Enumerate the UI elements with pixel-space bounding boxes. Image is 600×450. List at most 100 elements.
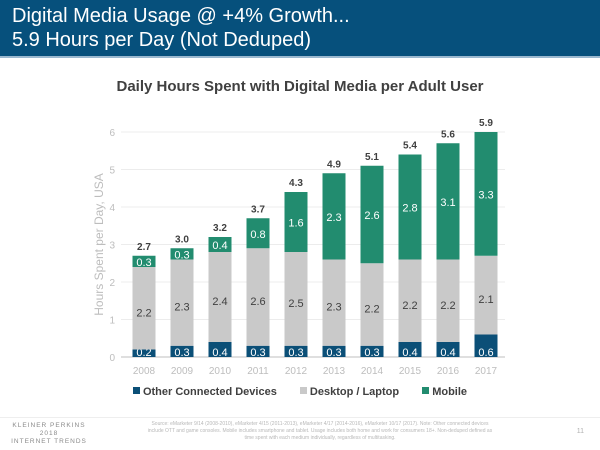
data-label-mobile: 2.3 xyxy=(326,212,341,224)
data-label-mobile: 1.6 xyxy=(288,218,303,230)
data-label-desktop: 2.1 xyxy=(478,294,493,306)
bar-segment-other xyxy=(322,345,346,357)
bar-segment-desktop xyxy=(436,259,460,342)
bar-segment-mobile xyxy=(436,143,460,260)
brand-logo: KLEINER PERKINS 2018 INTERNET TRENDS xyxy=(4,422,94,446)
data-label-other: 0.3 xyxy=(174,347,189,359)
data-label-mobile: 2.8 xyxy=(402,203,417,215)
legend-item-desktop: Desktop / Laptop xyxy=(299,386,400,398)
total-label: 5.1 xyxy=(365,152,379,163)
total-label: 3.2 xyxy=(213,223,227,234)
total-label: 5.4 xyxy=(403,141,417,152)
x-tick-label: 2011 xyxy=(247,366,269,377)
data-label-mobile: 3.1 xyxy=(440,197,455,209)
y-tick-label: 3 xyxy=(109,241,115,252)
bar-segment-desktop xyxy=(474,255,498,335)
bar-segment-mobile xyxy=(398,154,422,260)
footer-divider xyxy=(0,417,600,418)
brand-line-3: INTERNET TRENDS xyxy=(11,438,87,445)
bar-segment-desktop xyxy=(322,259,346,346)
total-label: 4.9 xyxy=(327,159,341,170)
data-label-other: 0.2 xyxy=(136,347,151,359)
bar-segment-mobile xyxy=(132,255,156,267)
bar-segment-other xyxy=(436,342,460,357)
y-tick-label: 6 xyxy=(109,128,115,139)
x-tick-label: 2013 xyxy=(323,366,346,377)
bar-segment-mobile xyxy=(246,218,270,249)
bar-segment-mobile xyxy=(170,248,194,260)
data-label-mobile: 0.3 xyxy=(136,257,151,269)
data-label-mobile: 0.8 xyxy=(250,229,265,241)
data-label-other: 0.4 xyxy=(212,347,227,359)
bar-segment-mobile xyxy=(360,165,384,264)
bar-segment-other xyxy=(398,342,422,357)
data-label-other: 0.6 xyxy=(478,347,493,359)
x-tick-label: 2010 xyxy=(209,366,232,377)
legend-label-other: Other Connected Devices xyxy=(142,386,277,398)
bar-segment-other xyxy=(474,334,498,357)
total-label: 3.0 xyxy=(175,234,189,245)
data-label-mobile: 3.3 xyxy=(478,189,493,201)
x-tick-label: 2015 xyxy=(399,366,422,377)
x-tick-label: 2014 xyxy=(361,366,384,377)
x-tick-label: 2017 xyxy=(475,366,498,377)
chart-title: Daily Hours Spent with Digital Media per… xyxy=(116,78,484,95)
legend-label-desktop: Desktop / Laptop xyxy=(309,386,400,398)
data-label-other: 0.4 xyxy=(402,347,417,359)
bar-segment-desktop xyxy=(284,252,308,346)
slide-title-line-1: Digital Media Usage @ +4% Growth... xyxy=(12,5,350,27)
bar-segment-desktop xyxy=(170,259,194,346)
brand-line-1: KLEINER PERKINS xyxy=(12,422,86,429)
total-label: 4.3 xyxy=(289,178,303,189)
page-number: 11 xyxy=(576,428,584,435)
legend-swatch-other xyxy=(132,387,140,394)
data-label-mobile: 2.6 xyxy=(364,210,379,222)
bar-segment-desktop xyxy=(398,259,422,342)
total-label: 5.9 xyxy=(479,118,493,129)
data-label-other: 0.3 xyxy=(288,347,303,359)
total-label: 3.7 xyxy=(251,204,265,215)
legend-swatch-desktop xyxy=(299,387,307,394)
bar-segment-desktop xyxy=(208,252,232,342)
bar-segment-mobile xyxy=(322,173,346,260)
bar-segment-mobile xyxy=(474,132,498,256)
legend-item-other: Other Connected Devices xyxy=(132,386,277,398)
y-tick-label: 4 xyxy=(109,203,115,214)
data-label-desktop: 2.3 xyxy=(326,302,341,314)
chart-legend: Other Connected Devices Desktop / Laptop… xyxy=(0,386,600,398)
x-tick-label: 2016 xyxy=(437,366,460,377)
total-label: 2.7 xyxy=(137,242,151,253)
brand-line-2: 2018 xyxy=(39,430,59,437)
data-label-other: 0.3 xyxy=(364,347,379,359)
bar-segment-other xyxy=(132,349,156,357)
bar-segment-other xyxy=(208,342,232,357)
legend-label-mobile: Mobile xyxy=(432,386,468,398)
bar-segment-other xyxy=(360,345,384,357)
data-label-mobile: 0.3 xyxy=(174,249,189,261)
data-label-desktop: 2.3 xyxy=(174,302,189,314)
x-tick-label: 2009 xyxy=(171,366,194,377)
bar-segment-other xyxy=(284,345,308,357)
bar-segment-desktop xyxy=(360,263,384,346)
legend-item-mobile: Mobile xyxy=(422,386,467,398)
bar-segment-desktop xyxy=(132,267,156,350)
y-tick-label: 5 xyxy=(109,166,115,177)
bar-segment-other xyxy=(170,345,194,357)
data-label-desktop: 2.2 xyxy=(136,307,151,319)
data-label-other: 0.4 xyxy=(440,347,455,359)
data-label-desktop: 2.6 xyxy=(250,296,265,308)
x-tick-label: 2012 xyxy=(285,366,308,377)
bar-segment-mobile xyxy=(284,192,308,252)
bar-segment-desktop xyxy=(246,248,270,346)
data-label-desktop: 2.5 xyxy=(288,298,303,310)
slide-header: Digital Media Usage @ +4% Growth... 5.9 … xyxy=(0,0,600,58)
data-label-desktop: 2.2 xyxy=(440,300,455,312)
x-tick-label: 2008 xyxy=(133,366,156,377)
y-axis-label: Hours Spent per Day, USA xyxy=(92,173,106,316)
data-label-desktop: 2.2 xyxy=(402,300,417,312)
y-tick-label: 0 xyxy=(109,353,115,364)
legend-swatch-mobile xyxy=(422,387,430,394)
data-label-other: 0.3 xyxy=(250,347,265,359)
source-note: Source: eMarketer 9/14 (2008-2010), eMar… xyxy=(147,421,493,441)
